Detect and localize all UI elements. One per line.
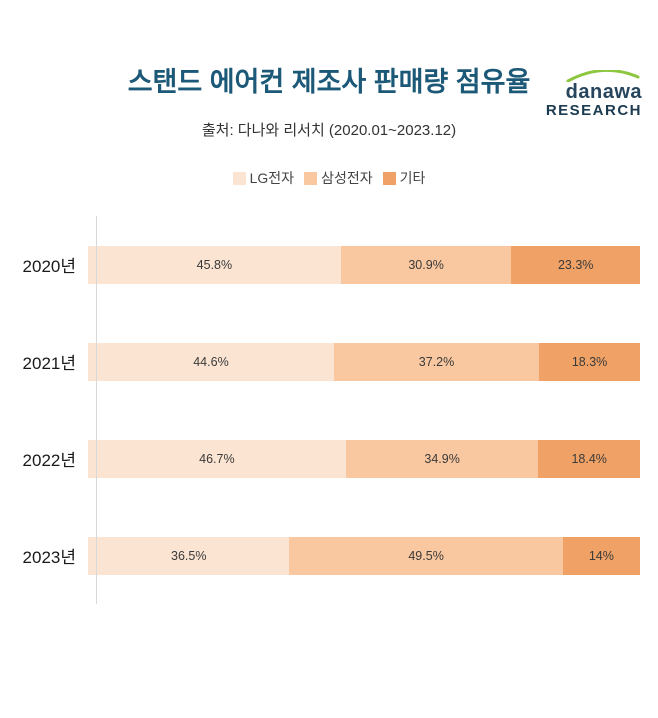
source-caption: 출처: 다나와 리서치 (2020.01~2023.12) xyxy=(201,122,457,139)
bar-segment-value: 30.9% xyxy=(408,257,444,272)
bar-segment-value: 49.5% xyxy=(408,548,444,563)
bar-segment: 36.5% xyxy=(88,536,290,575)
chart-row: 2023년 36.5% 49.5% 14% xyxy=(0,507,640,604)
chart-row: 2020년 45.8% 30.9% 23.3% xyxy=(0,216,640,313)
logo-swoosh-icon xyxy=(566,70,640,82)
chart-row: 2022년 46.7% 34.9% 18.4% xyxy=(0,410,640,507)
bar-segment: 49.5% xyxy=(289,536,563,575)
bar-segment: 45.8% xyxy=(88,245,341,284)
bar-segment: 14% xyxy=(562,536,640,575)
stacked-bar: 44.6% 37.2% 18.3% xyxy=(88,342,640,381)
legend-label: 기타 xyxy=(399,170,426,186)
bar-segment-value: 44.6% xyxy=(193,354,229,369)
legend-swatch xyxy=(304,171,318,185)
year-label: 2021년 xyxy=(22,354,76,373)
bar-segment: 34.9% xyxy=(345,439,539,478)
page-title: 스탠드 에어컨 제조사 판매량 점유율 xyxy=(127,67,531,97)
bar-segment-value: 34.9% xyxy=(424,451,460,466)
legend-item: 기타 xyxy=(382,168,426,188)
bar-segment: 46.7% xyxy=(88,439,346,478)
stacked-bar: 36.5% 49.5% 14% xyxy=(88,536,640,575)
legend-label: 삼성전자 xyxy=(321,170,373,186)
legend: LG전자 삼성전자 기타 xyxy=(0,168,658,188)
stacked-bar: 45.8% 30.9% 23.3% xyxy=(88,245,640,284)
bar-segment-value: 14% xyxy=(588,548,614,563)
legend-item: 삼성전자 xyxy=(304,168,373,188)
legend-swatch xyxy=(382,171,396,185)
bar-segment-value: 18.3% xyxy=(571,354,608,369)
logo-brand-text: danawa xyxy=(565,81,642,103)
year-label: 2023년 xyxy=(22,548,76,567)
bar-segment: 44.6% xyxy=(88,342,334,381)
legend-item: LG전자 xyxy=(232,168,295,188)
chart: 2020년 45.8% 30.9% 23.3% 2021년 44.6% 37.2% 18.3%… xyxy=(0,216,658,604)
bar-segment-value: 18.4% xyxy=(571,451,607,466)
danawa-research-logo: danawa RESEARCH xyxy=(546,70,642,119)
legend-swatch xyxy=(232,171,246,185)
y-axis-line xyxy=(96,216,97,604)
year-label: 2022년 xyxy=(22,451,76,470)
chart-row: 2021년 44.6% 37.2% 18.3% xyxy=(0,313,640,410)
legend-label: LG전자 xyxy=(249,170,295,186)
year-label: 2020년 xyxy=(22,257,76,276)
bar-segment: 30.9% xyxy=(340,245,512,284)
bar-segment-value: 23.3% xyxy=(557,257,594,272)
bar-segment-value: 37.2% xyxy=(418,354,455,369)
bar-segment: 18.3% xyxy=(539,342,640,381)
bar-segment-value: 45.8% xyxy=(196,257,233,272)
bar-segment: 37.2% xyxy=(333,342,540,381)
bar-segment-value: 46.7% xyxy=(199,451,235,466)
logo-research-text: RESEARCH xyxy=(545,102,642,119)
bar-segment: 18.4% xyxy=(538,439,640,478)
stacked-bar: 46.7% 34.9% 18.4% xyxy=(88,439,640,478)
bar-segment-value: 36.5% xyxy=(171,548,207,563)
bar-segment: 23.3% xyxy=(511,245,640,284)
